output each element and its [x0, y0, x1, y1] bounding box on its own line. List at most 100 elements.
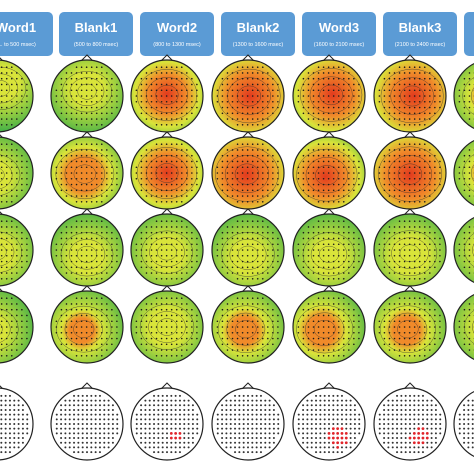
- electrode: [216, 254, 219, 257]
- electrode: [221, 95, 224, 97]
- sensor: [353, 404, 356, 407]
- electrode: [267, 266, 269, 269]
- electrode: [75, 254, 78, 257]
- electrode: [393, 243, 396, 246]
- sensor: [328, 427, 330, 430]
- electrode: [145, 337, 148, 340]
- electrode: [160, 177, 163, 180]
- electrode: [186, 243, 188, 246]
- electrode: [332, 231, 335, 234]
- electrode: [5, 89, 8, 92]
- electrode: [85, 308, 88, 311]
- sensor: [272, 423, 275, 425]
- electrode: [261, 266, 264, 269]
- sensor: [247, 432, 249, 435]
- electrode: [358, 172, 360, 174]
- electrode: [383, 343, 386, 346]
- electrode: [226, 177, 229, 180]
- electrode: [75, 112, 78, 115]
- sensor: [404, 437, 407, 440]
- electrode: [155, 154, 158, 157]
- electrode: [251, 326, 254, 328]
- electrode: [111, 177, 113, 180]
- sensor: [77, 404, 80, 407]
- electrode: [155, 72, 158, 74]
- sensor: [315, 404, 318, 407]
- electrode: [342, 100, 345, 103]
- contour-line: [61, 70, 113, 113]
- electrode: [0, 249, 3, 251]
- electrode: [393, 260, 396, 263]
- electrode: [26, 243, 28, 246]
- electrode: [160, 195, 163, 197]
- electrode: [322, 231, 325, 234]
- electrode: [272, 177, 274, 180]
- electrode: [160, 118, 163, 120]
- sensor: [221, 441, 224, 444]
- electrode: [80, 183, 83, 186]
- sensor: [68, 413, 71, 416]
- sensor: [8, 441, 11, 444]
- electrode: [111, 166, 113, 169]
- electrode: [160, 220, 163, 222]
- sensor: [251, 404, 254, 407]
- electrode: [196, 331, 198, 334]
- electrode: [160, 160, 163, 163]
- electrode: [398, 355, 401, 357]
- electrode: [226, 254, 229, 257]
- sensor: [64, 408, 67, 411]
- electrode: [100, 337, 103, 340]
- sensor: [259, 408, 262, 411]
- electrode: [468, 177, 471, 180]
- electrode: [413, 66, 416, 68]
- sensor: [77, 408, 80, 411]
- sensor: [391, 437, 394, 440]
- electrode: [80, 124, 83, 126]
- sensor-map-4: [211, 382, 285, 461]
- sensor: [77, 437, 80, 440]
- electrode: [26, 260, 28, 263]
- sensor: [471, 413, 474, 416]
- significant-sensor: [417, 431, 421, 435]
- electrode: [256, 77, 259, 80]
- electrode: [65, 266, 68, 269]
- electrode: [317, 172, 320, 174]
- electrode: [150, 95, 153, 97]
- electrode: [186, 112, 188, 115]
- electrode: [0, 349, 3, 351]
- electrode: [388, 183, 391, 186]
- electrode: [307, 337, 310, 340]
- electrode: [393, 308, 396, 311]
- electrode: [175, 112, 178, 115]
- header-4: Blank2(1300 to 1600 msec): [221, 12, 295, 56]
- sensor: [251, 413, 254, 416]
- electrode: [100, 112, 103, 115]
- electrode: [241, 303, 244, 305]
- electrode: [75, 326, 78, 328]
- sensor: [383, 423, 386, 425]
- electrode: [65, 254, 68, 257]
- sensor: [161, 427, 164, 430]
- sensor: [225, 408, 228, 411]
- electrode: [65, 189, 68, 192]
- electrode: [236, 249, 239, 251]
- electrode: [236, 112, 239, 115]
- electrode: [95, 195, 98, 197]
- sensor: [409, 427, 411, 430]
- sensor: [148, 432, 151, 435]
- electrode: [10, 89, 13, 92]
- electrode: [90, 231, 93, 234]
- electrode: [246, 278, 249, 280]
- electrode: [0, 337, 3, 340]
- contour-line: [226, 312, 266, 346]
- electrode: [332, 124, 335, 126]
- electrode: [0, 326, 3, 328]
- sensor: [0, 427, 3, 430]
- electrode: [85, 77, 88, 80]
- electrode: [468, 226, 471, 228]
- electrode: [241, 314, 244, 317]
- electrode: [327, 77, 330, 80]
- sensor: [426, 418, 429, 421]
- electrode: [100, 254, 103, 257]
- electrode: [327, 297, 330, 300]
